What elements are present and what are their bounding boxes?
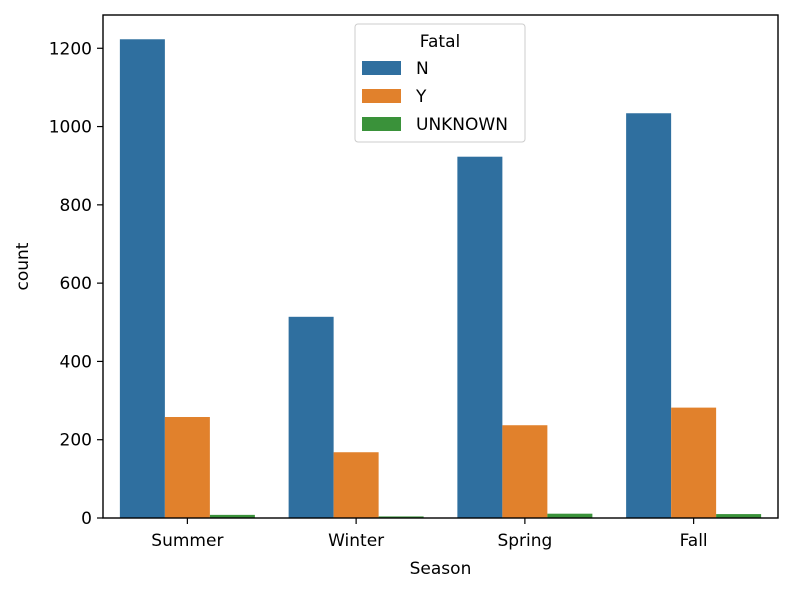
y-tick-label: 1200: [49, 39, 92, 59]
x-axis-ticks: Summer Winter Spring Fall: [151, 518, 708, 551]
bar-unknown-winter: [378, 516, 424, 518]
x-tick-label: Fall: [680, 531, 708, 551]
x-tick-label: Spring: [497, 531, 552, 551]
legend-label-n: N: [416, 59, 429, 79]
y-axis-label: count: [13, 242, 33, 290]
bar-unknown-fall: [716, 514, 762, 518]
legend-frame: [354, 23, 526, 143]
legend-swatch-n: [362, 61, 401, 75]
y-tick-label: 200: [60, 431, 92, 451]
y-tick-label: 400: [60, 352, 92, 372]
legend-items: NY UNKNOWN: [362, 59, 508, 135]
x-axis-label: Season: [410, 559, 472, 579]
legend-swatch-unknown: [362, 117, 401, 131]
y-tick-label: 0: [81, 509, 92, 529]
y-tick-label: 600: [60, 274, 92, 294]
plot-frame: [102, 14, 779, 519]
y-tick-label: 800: [60, 196, 92, 216]
bar-n-winter: [288, 316, 334, 518]
bar-y-spring: [502, 425, 548, 518]
bar-n-fall: [626, 113, 672, 519]
bar-y-fall: [671, 407, 717, 518]
legend-label-y: Y: [415, 87, 427, 107]
legend-title: Fatal: [420, 32, 460, 52]
legend-label-unknown: UNKNOWN: [416, 115, 508, 135]
legend: Fatal NY UNKNOWN: [354, 23, 526, 143]
bar-y-summer: [164, 417, 210, 518]
bars-layer: [119, 39, 762, 519]
bar-n-summer: [119, 39, 165, 519]
bar-n-spring: [457, 156, 503, 518]
bar-unknown-summer: [209, 514, 255, 518]
x-tick-label: Winter: [328, 531, 384, 551]
y-tick-label: 1000: [49, 118, 92, 138]
bar-y-winter: [333, 452, 379, 518]
bar-unknown-spring: [547, 513, 593, 518]
y-axis-ticks: 0 200 400 600 800 1000 1200: [49, 39, 103, 529]
legend-swatch-y: [362, 89, 401, 103]
x-tick-label: Summer: [151, 531, 223, 551]
